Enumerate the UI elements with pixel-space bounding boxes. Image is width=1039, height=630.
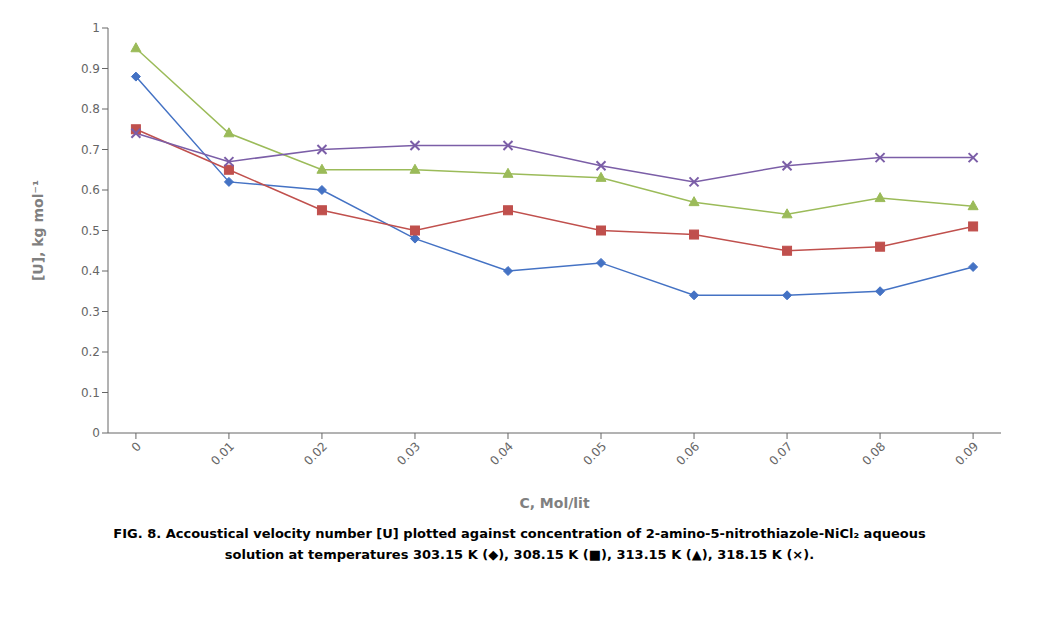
svg-text:0.6: 0.6: [81, 183, 100, 197]
svg-text:0.06: 0.06: [673, 439, 702, 468]
html-text:FIG. 8. Accoustical velocity n: FIG. 8. Accoustical velocity number [U] …: [113, 526, 926, 541]
svg-text:0: 0: [92, 426, 100, 440]
svg-text:0.01: 0.01: [208, 439, 237, 468]
svg-text:0.02: 0.02: [301, 439, 330, 468]
svg-text:0.7: 0.7: [81, 143, 100, 157]
svg-text:0.9: 0.9: [81, 62, 100, 76]
svg-text:0.1: 0.1: [81, 386, 100, 400]
svg-text:0.3: 0.3: [81, 305, 100, 319]
svg-text:0: 0: [129, 439, 144, 454]
svg-text:0.4: 0.4: [81, 264, 100, 278]
svg-text:0.04: 0.04: [487, 439, 516, 468]
svg-text:0.8: 0.8: [81, 102, 100, 116]
svg-text:0.08: 0.08: [859, 439, 888, 468]
svg-text:0.2: 0.2: [81, 345, 100, 359]
svg-text:0.5: 0.5: [81, 224, 100, 238]
svg-text:1: 1: [92, 21, 100, 35]
svg-text:0.05: 0.05: [580, 439, 609, 468]
svg-text:0.03: 0.03: [394, 439, 423, 468]
svg-text:0.07: 0.07: [766, 439, 795, 468]
svg-text:C, Mol/lit: C, Mol/lit: [519, 495, 590, 511]
html-text:solution at temperatures 303.1: solution at temperatures 303.15 K (◆), 3…: [224, 547, 815, 562]
svg-text:0.09: 0.09: [952, 439, 981, 468]
svg-text:[U], kg mol⁻¹: [U], kg mol⁻¹: [30, 180, 46, 281]
